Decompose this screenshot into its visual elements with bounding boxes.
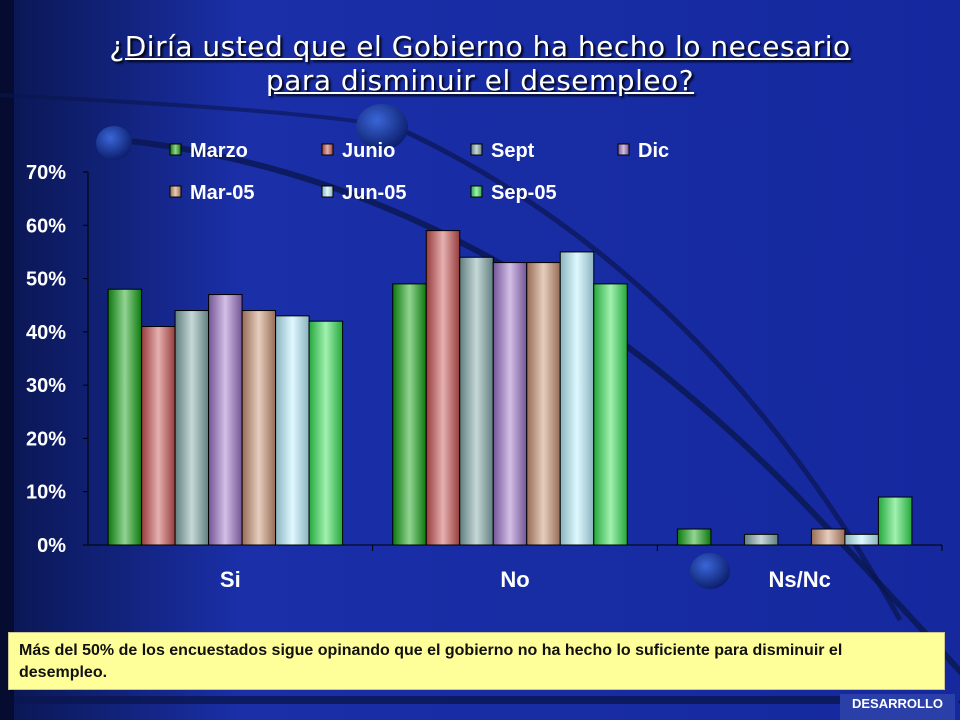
bar-mar-05-nsnc (810, 528, 846, 546)
footer-label: DESARROLLO (840, 694, 955, 720)
bar-sep-05-si (308, 320, 344, 546)
y-axis: 0% 10% 20% 30% 40% 50% 60% 70% (26, 162, 89, 557)
bar-mar-05-no (526, 262, 561, 546)
bar-sept-no (459, 256, 494, 546)
y-tick-label: 10% (26, 482, 66, 504)
legend-swatch (321, 143, 334, 156)
legend-label: Junio (342, 140, 395, 162)
bar-sep-05-nsnc (877, 496, 913, 546)
x-axis: Si No Ns/Nc (88, 544, 943, 592)
chart-bars (107, 230, 913, 546)
chart-legend: Marzo Junio Sept Dic Mar-05 Jun-05 Sep-05 (169, 140, 669, 204)
legend-swatch (470, 185, 483, 198)
decorative-ball (356, 104, 408, 150)
bar-dic-no (492, 262, 528, 546)
slide-title-line1: ¿Diría usted que el Gobierno ha hecho lo… (109, 30, 851, 63)
legend-label: Jun-05 (342, 182, 406, 204)
bar-jun-05-si (275, 315, 310, 546)
legend-swatch (470, 143, 483, 156)
y-tick-label: 60% (26, 215, 66, 237)
y-tick-label: 50% (26, 269, 66, 291)
x-tick-label: No (500, 567, 529, 592)
legend-label: Sep-05 (491, 182, 557, 204)
legend-swatch (617, 143, 630, 156)
bar-sep-05-no (593, 283, 628, 546)
bar-mar-05-si (241, 310, 277, 546)
bar-sept-nsnc (743, 533, 779, 546)
bar-dic-si (208, 294, 243, 546)
y-tick-label: 0% (37, 535, 66, 557)
bar-jun-05-nsnc (844, 533, 879, 546)
decorative-ball (690, 553, 730, 589)
bar-junio-no (425, 230, 461, 546)
x-tick-label: Si (220, 567, 241, 592)
x-tick-label: Ns/Nc (768, 567, 830, 592)
summary-note: Más del 50% de los encuestados sigue opi… (8, 632, 945, 690)
bar-marzo-no (392, 283, 427, 546)
y-tick-label: 20% (26, 428, 66, 450)
legend-swatch (321, 185, 334, 198)
legend-label: Marzo (190, 140, 248, 162)
bar-jun-05-no (559, 251, 595, 546)
y-tick-label: 70% (26, 162, 66, 184)
bar-marzo-si (107, 288, 143, 546)
bar-sept-si (174, 310, 210, 546)
bar-junio-si (141, 326, 176, 546)
decorative-ball (96, 126, 132, 160)
legend-label: Sept (491, 140, 535, 162)
legend-swatch (169, 143, 182, 156)
y-tick-label: 40% (26, 322, 66, 344)
legend-label: Dic (638, 140, 669, 162)
legend-label: Mar-05 (190, 182, 254, 204)
slide-title-line2: para disminuir el desempleo? (265, 64, 695, 97)
slide-title: ¿Diría usted que el Gobierno ha hecho lo… (30, 30, 930, 98)
y-tick-label: 30% (26, 375, 66, 397)
legend-swatch (169, 185, 182, 198)
bar-marzo-nsnc (676, 528, 712, 546)
